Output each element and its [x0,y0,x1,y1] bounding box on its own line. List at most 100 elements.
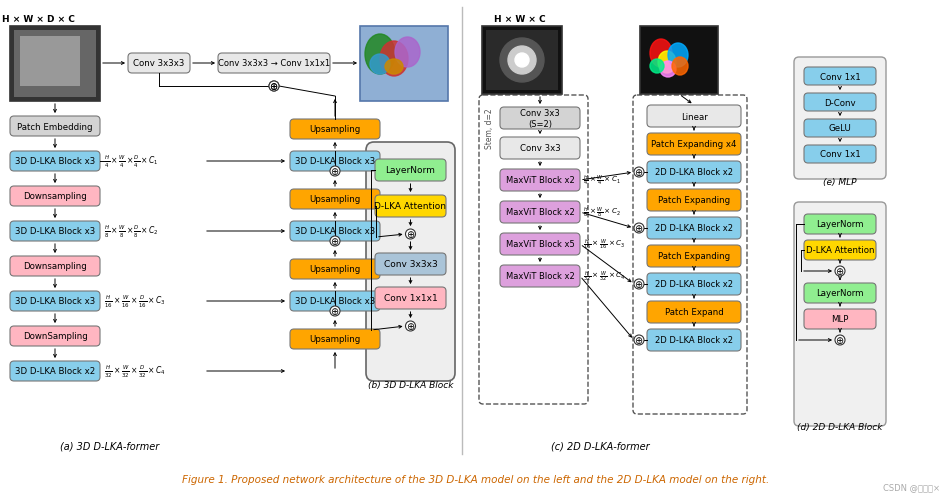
FancyBboxPatch shape [10,292,100,312]
Text: 3D D-LKA Block x3: 3D D-LKA Block x3 [15,157,95,166]
Ellipse shape [660,62,676,78]
Text: MaxViT Block x2: MaxViT Block x2 [506,272,574,281]
FancyBboxPatch shape [10,257,100,277]
Ellipse shape [668,44,688,68]
Text: 3D D-LKA Block x3: 3D D-LKA Block x3 [15,227,95,236]
FancyBboxPatch shape [804,94,876,112]
Bar [486,31,558,91]
FancyBboxPatch shape [647,162,741,184]
Text: $\oplus$: $\oplus$ [406,229,415,240]
Text: LayerNorm: LayerNorm [386,166,435,175]
FancyBboxPatch shape [290,189,380,209]
FancyBboxPatch shape [500,108,580,130]
Text: Stem, d=2: Stem, d=2 [485,108,494,148]
Text: Upsampling: Upsampling [309,195,361,204]
FancyBboxPatch shape [500,138,580,160]
FancyBboxPatch shape [10,152,100,172]
Text: Patch Embedding: Patch Embedding [17,122,92,131]
Text: 2D D-LKA Block x2: 2D D-LKA Block x2 [655,336,733,345]
Text: Conv 3x3x3: Conv 3x3x3 [133,60,185,68]
Text: Figure 1. Proposed network architecture of the 3D D-LKA model on the left and th: Figure 1. Proposed network architecture … [183,474,769,484]
Circle shape [500,39,544,83]
Text: $\oplus$: $\oplus$ [634,335,644,346]
FancyBboxPatch shape [804,214,876,234]
FancyBboxPatch shape [500,233,580,256]
Text: 3D D-LKA Block x3: 3D D-LKA Block x3 [295,297,375,306]
Text: $\oplus$: $\oplus$ [330,236,340,247]
Ellipse shape [650,40,672,68]
Bar [640,27,718,95]
Text: H × W × D × C: H × W × D × C [2,15,74,24]
Text: $\frac{H}{16}\times\frac{W}{16}\times\frac{D}{16}\times C_3$: $\frac{H}{16}\times\frac{W}{16}\times\fr… [104,293,166,310]
Text: D-Conv: D-Conv [824,98,856,107]
FancyBboxPatch shape [375,288,446,310]
Text: 3D D-LKA Block x3: 3D D-LKA Block x3 [295,227,375,236]
FancyBboxPatch shape [290,221,380,241]
FancyBboxPatch shape [804,310,876,329]
FancyBboxPatch shape [804,68,876,86]
Text: $\oplus$: $\oplus$ [330,306,340,317]
Text: DownSampling: DownSampling [23,332,88,341]
Text: $\frac{H}{32}\times\frac{W}{32}\times\frac{D}{32}\times C_4$: $\frac{H}{32}\times\frac{W}{32}\times\fr… [104,363,166,379]
FancyBboxPatch shape [366,143,455,381]
Text: Upsampling: Upsampling [309,125,361,134]
Text: Conv 3x3x3: Conv 3x3x3 [384,260,437,269]
FancyBboxPatch shape [804,120,876,138]
Text: MaxViT Block x2: MaxViT Block x2 [506,208,574,217]
Text: Conv 3x3x3 → Conv 1x1x1: Conv 3x3x3 → Conv 1x1x1 [218,60,330,68]
Text: $\oplus$: $\oplus$ [835,266,844,277]
Ellipse shape [395,38,420,68]
Text: 3D D-LKA Block x3: 3D D-LKA Block x3 [15,297,95,306]
FancyBboxPatch shape [290,260,380,280]
Text: Patch Expanding: Patch Expanding [658,252,730,261]
Bar [482,27,562,95]
Bar [10,27,100,102]
Text: $\frac{H}{8}\times\frac{W}{8}\times\frac{D}{8}\times C_2$: $\frac{H}{8}\times\frac{W}{8}\times\frac… [104,223,159,239]
Bar [14,31,96,98]
Text: Conv 3x3: Conv 3x3 [520,144,561,153]
Text: $\oplus$: $\oplus$ [634,167,644,178]
Circle shape [634,280,644,290]
Text: $\frac{H}{4}\times\frac{W}{4}\times\frac{D}{4}\times C_1$: $\frac{H}{4}\times\frac{W}{4}\times\frac… [104,154,159,170]
FancyBboxPatch shape [290,120,380,140]
Text: $\frac{H}{8}\times\frac{W}{8}\times C_2$: $\frac{H}{8}\times\frac{W}{8}\times C_2$ [583,205,621,220]
Bar [360,27,448,102]
Text: $\frac{H}{16}\times\frac{W}{16}\times C_3$: $\frac{H}{16}\times\frac{W}{16}\times C_… [583,237,625,252]
FancyBboxPatch shape [794,202,886,426]
Text: $\oplus$: $\oplus$ [269,81,279,92]
Text: (a) 3D D-LKA-former: (a) 3D D-LKA-former [60,441,160,451]
Text: Conv 1x1: Conv 1x1 [820,72,861,81]
Text: 2D D-LKA Block x2: 2D D-LKA Block x2 [655,280,733,289]
FancyBboxPatch shape [500,170,580,191]
FancyBboxPatch shape [10,326,100,346]
Text: D-LKA Attention: D-LKA Attention [374,202,446,211]
Circle shape [406,229,415,239]
FancyBboxPatch shape [218,54,330,74]
Ellipse shape [650,60,664,74]
Circle shape [406,321,415,331]
Text: Patch Expand: Patch Expand [664,308,724,317]
FancyBboxPatch shape [375,254,446,276]
Text: Conv 3x3
(S=2): Conv 3x3 (S=2) [520,109,560,128]
FancyBboxPatch shape [804,146,876,164]
FancyBboxPatch shape [647,245,741,268]
Text: $\oplus$: $\oplus$ [269,81,279,92]
Text: H × W × C: H × W × C [494,15,545,24]
Text: $\frac{H}{4}\times\frac{W}{4}\times C_1$: $\frac{H}{4}\times\frac{W}{4}\times C_1$ [583,173,621,188]
FancyBboxPatch shape [804,240,876,261]
Circle shape [634,168,644,178]
Text: Upsampling: Upsampling [309,265,361,274]
Text: D-LKA Attention: D-LKA Attention [805,246,874,255]
Ellipse shape [365,35,395,75]
Text: $\oplus$: $\oplus$ [330,166,340,177]
Text: LayerNorm: LayerNorm [816,220,863,229]
Circle shape [634,223,644,233]
FancyBboxPatch shape [375,195,446,217]
Text: LayerNorm: LayerNorm [816,289,863,298]
FancyBboxPatch shape [804,284,876,304]
Text: Conv 1x1: Conv 1x1 [820,150,861,159]
Text: $\oplus$: $\oplus$ [406,321,415,332]
FancyBboxPatch shape [647,106,741,128]
FancyBboxPatch shape [647,134,741,156]
Text: Upsampling: Upsampling [309,335,361,344]
